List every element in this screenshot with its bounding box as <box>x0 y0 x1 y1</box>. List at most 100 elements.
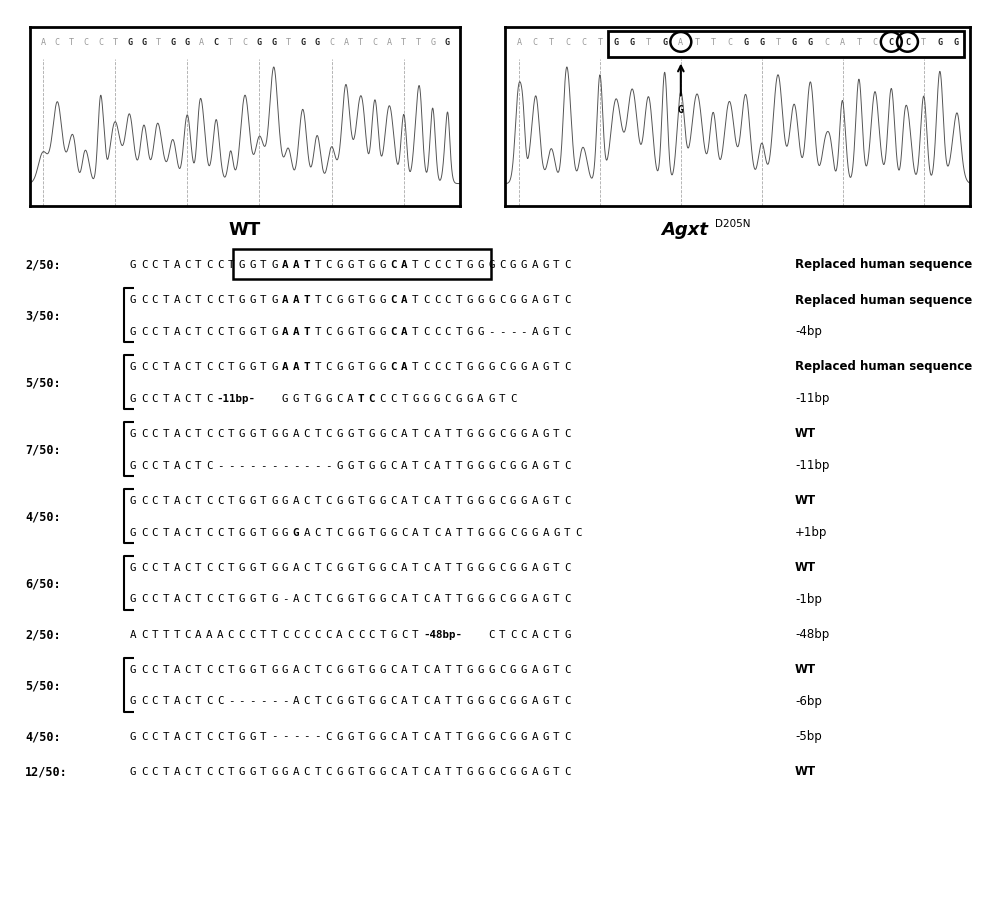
Text: C: C <box>372 39 377 47</box>
Text: C: C <box>434 260 440 269</box>
Text: T: T <box>156 39 161 47</box>
Text: A: A <box>173 696 180 706</box>
Text: G: G <box>282 664 288 674</box>
Text: C: C <box>214 39 219 47</box>
Text: A: A <box>401 495 408 505</box>
Text: G: G <box>542 460 549 471</box>
Text: C: C <box>242 39 247 47</box>
Text: G: G <box>293 393 299 403</box>
Text: C: C <box>184 361 191 371</box>
Text: T: T <box>921 39 926 47</box>
Text: A: A <box>293 766 299 776</box>
Text: C: C <box>390 594 397 604</box>
Text: T: T <box>412 696 419 706</box>
Text: G: G <box>249 594 256 604</box>
Text: C: C <box>184 731 191 741</box>
Text: G: G <box>488 295 495 305</box>
Text: G: G <box>954 39 959 47</box>
Text: C: C <box>325 260 332 269</box>
Text: C: C <box>184 629 191 639</box>
Text: G: G <box>531 527 538 537</box>
Text: C: C <box>206 664 212 674</box>
Text: -: - <box>228 460 234 471</box>
Text: T: T <box>195 527 202 537</box>
Text: T: T <box>286 39 291 47</box>
Text: G: G <box>369 731 375 741</box>
Text: -11bp: -11bp <box>795 459 829 471</box>
Text: T: T <box>304 295 310 305</box>
Text: C: C <box>217 594 223 604</box>
Text: T: T <box>163 696 169 706</box>
Text: G: G <box>369 495 375 505</box>
Text: A: A <box>173 495 180 505</box>
Text: G: G <box>466 594 473 604</box>
Text: T: T <box>456 361 462 371</box>
Text: G: G <box>271 361 278 371</box>
Text: C: C <box>510 629 516 639</box>
Text: C: C <box>445 295 451 305</box>
Text: T: T <box>358 495 364 505</box>
Text: G: G <box>510 766 516 776</box>
Text: T: T <box>304 393 310 403</box>
Text: A: A <box>173 562 180 572</box>
Text: T: T <box>553 495 560 505</box>
Text: A: A <box>173 731 180 741</box>
Text: C: C <box>206 260 212 269</box>
Text: WT: WT <box>795 765 816 777</box>
Text: C: C <box>873 39 878 47</box>
Text: G: G <box>521 731 527 741</box>
Text: G: G <box>510 428 516 438</box>
Text: C: C <box>141 629 147 639</box>
Text: C: C <box>347 629 354 639</box>
Text: C: C <box>217 326 223 336</box>
Text: C: C <box>282 629 288 639</box>
Text: G: G <box>521 460 527 471</box>
Text: C: C <box>152 393 158 403</box>
Text: T: T <box>358 696 364 706</box>
Text: T: T <box>553 361 560 371</box>
Text: T: T <box>553 326 560 336</box>
Text: A: A <box>401 295 408 305</box>
Text: G: G <box>336 460 343 471</box>
Text: A: A <box>401 766 408 776</box>
Text: -11bp-: -11bp- <box>217 393 256 403</box>
Text: T: T <box>445 495 451 505</box>
Text: C: C <box>325 664 332 674</box>
Text: C: C <box>423 260 429 269</box>
Text: T: T <box>456 326 462 336</box>
Text: WT: WT <box>795 663 816 675</box>
Text: G: G <box>488 260 495 269</box>
Text: T: T <box>325 527 332 537</box>
Text: C: C <box>206 428 212 438</box>
Text: G: G <box>130 766 136 776</box>
Text: G: G <box>488 428 495 438</box>
Text: C: C <box>206 766 212 776</box>
Text: T: T <box>228 731 234 741</box>
Text: G: G <box>542 594 549 604</box>
Text: C: C <box>98 39 103 47</box>
Text: C: C <box>184 428 191 438</box>
Text: T: T <box>456 766 462 776</box>
Text: D205N: D205N <box>715 219 750 229</box>
Text: G: G <box>488 393 495 403</box>
Text: C: C <box>141 495 147 505</box>
Text: T: T <box>314 260 321 269</box>
Text: T: T <box>412 766 419 776</box>
Text: T: T <box>228 361 234 371</box>
Text: T: T <box>163 361 169 371</box>
Text: G: G <box>336 664 343 674</box>
Text: 4/50:: 4/50: <box>25 510 61 523</box>
Text: C: C <box>423 428 429 438</box>
Text: G: G <box>380 562 386 572</box>
Text: G: G <box>380 495 386 505</box>
Text: C: C <box>304 664 310 674</box>
Text: C: C <box>325 696 332 706</box>
Text: 7/50:: 7/50: <box>25 443 61 456</box>
Text: T: T <box>499 629 505 639</box>
Text: C: C <box>499 594 505 604</box>
Text: G: G <box>239 428 245 438</box>
Text: C: C <box>293 629 299 639</box>
Text: C: C <box>325 594 332 604</box>
Text: G: G <box>239 326 245 336</box>
Text: G: G <box>521 260 527 269</box>
